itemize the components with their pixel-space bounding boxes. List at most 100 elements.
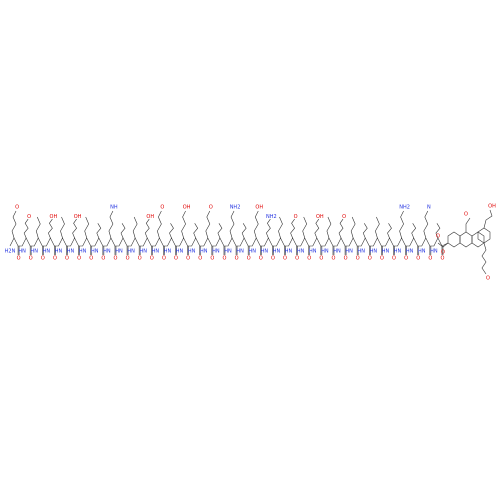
carbonyl-label: O <box>186 256 190 262</box>
carbonyl-label: O <box>41 256 45 262</box>
side-chain <box>278 216 283 239</box>
side-chain-label: NH2 <box>230 205 241 211</box>
amide-label: HN <box>79 249 87 255</box>
side-chain-label: O <box>15 205 19 211</box>
side-chain <box>217 223 223 239</box>
side-chain <box>326 216 332 239</box>
amide-label: HN <box>370 249 378 255</box>
amide-label: HN <box>18 249 26 255</box>
side-chain <box>48 218 53 239</box>
amide-label: HN <box>297 249 305 255</box>
side-chain <box>290 218 295 239</box>
amide-label: HN <box>261 249 269 255</box>
amide-label: HN <box>164 249 172 255</box>
amide-label: HN <box>55 249 63 255</box>
side-chain-label: O <box>209 205 213 211</box>
side-chain <box>193 223 199 239</box>
terminus-label: O <box>464 212 468 218</box>
ring-system <box>437 209 493 275</box>
side-chain <box>266 218 271 239</box>
amide-label: HN <box>224 249 232 255</box>
terminus-label: O <box>436 234 440 240</box>
side-chain-label: NH2 <box>399 205 410 211</box>
side-chain <box>350 216 356 239</box>
carbonyl-label: O <box>416 256 420 262</box>
amide-label: HN <box>273 249 281 255</box>
terminus-label: OH <box>488 204 496 210</box>
carbonyl-label: O <box>392 256 396 262</box>
amide-label: HN <box>176 249 184 255</box>
amide-label: HN <box>115 249 123 255</box>
side-chain-label: O <box>160 205 164 211</box>
carbonyl-label: O <box>138 256 142 262</box>
side-chain <box>96 223 102 239</box>
side-chain <box>302 216 308 239</box>
side-chain-label: O <box>294 214 298 220</box>
amide-label: HN <box>236 249 244 255</box>
carbonyl-label: O <box>440 256 444 262</box>
amide-label: HN <box>418 249 426 255</box>
carbonyl-label: O <box>356 256 360 262</box>
amide-label: HN <box>333 249 341 255</box>
carbonyl-label: O <box>368 256 372 262</box>
side-chain-label: OH <box>316 214 324 220</box>
carbonyl-label: O <box>210 256 214 262</box>
side-chain-label: N <box>427 205 431 211</box>
side-chain <box>84 216 90 239</box>
amide-label: H2N <box>5 249 16 255</box>
carbonyl-label: O <box>307 256 311 262</box>
side-chain <box>157 210 162 239</box>
side-chain <box>338 218 344 239</box>
carbonyl-label: O <box>162 256 166 262</box>
carbonyl-label: O <box>77 256 81 262</box>
side-chain-label: OH <box>50 214 58 220</box>
side-chain <box>23 218 29 239</box>
side-chain <box>229 210 235 239</box>
carbonyl-label: O <box>295 256 299 262</box>
side-chain-label: O <box>342 214 346 220</box>
carbonyl-label: O <box>65 256 69 262</box>
carbonyl-label: O <box>380 256 384 262</box>
amide-label: HN <box>103 249 111 255</box>
carbonyl-label: O <box>150 256 154 262</box>
carbonyl-label: O <box>198 256 202 262</box>
carbonyl-label: O <box>235 256 239 262</box>
side-chain <box>60 216 65 239</box>
carbonyl-label: O <box>259 256 263 262</box>
side-chain <box>423 210 429 239</box>
side-chain <box>241 223 247 239</box>
amide-label: HN <box>91 249 99 255</box>
side-chain-label: OH <box>146 214 154 220</box>
amide-label: HN <box>248 249 256 255</box>
amide-label: HN <box>309 249 317 255</box>
amide-label: HN <box>382 249 390 255</box>
amide-label: HN <box>345 249 353 255</box>
side-chain <box>411 223 417 239</box>
backbone <box>9 237 449 247</box>
carbonyl-label: O <box>404 256 408 262</box>
side-chain <box>387 223 392 239</box>
amide-label: HN <box>430 249 438 255</box>
terminus-label: O <box>441 250 445 256</box>
carbonyl-label: O <box>113 256 117 262</box>
side-chain <box>72 218 77 239</box>
side-chain <box>144 218 150 239</box>
side-chain <box>35 216 41 239</box>
side-chain <box>181 210 186 239</box>
side-chain <box>435 223 441 239</box>
carbonyl-label: O <box>222 256 226 262</box>
side-chain <box>120 223 126 239</box>
amide-label: HN <box>152 249 160 255</box>
amide-label: HN <box>406 249 414 255</box>
amide-label: HN <box>139 249 147 255</box>
side-chain <box>11 210 17 239</box>
amide-label: HN <box>127 249 135 255</box>
side-chain <box>205 210 211 239</box>
side-chain-label: O <box>27 214 31 220</box>
terminus-label: O <box>486 276 490 282</box>
carbonyl-label: O <box>344 256 348 262</box>
carbonyl-label: O <box>271 256 275 262</box>
side-chain-label: OH <box>74 214 82 220</box>
carbonyl-label: O <box>89 256 93 262</box>
